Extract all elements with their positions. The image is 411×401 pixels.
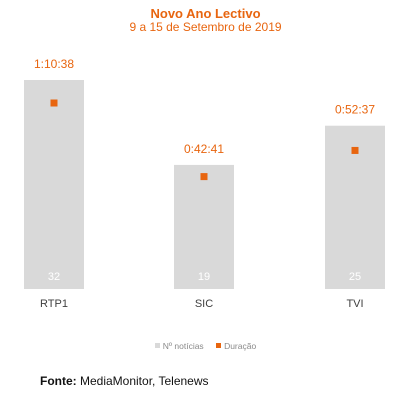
category-label-rtp1: RTP1 [40, 298, 68, 310]
duration-marker-tvi [351, 146, 359, 154]
bar-value-label-sic: 19 [198, 271, 210, 283]
duration-marker-rtp1 [50, 99, 58, 107]
legend-label-noticias: Nº notícias [162, 341, 204, 351]
legend-swatch-duracao [216, 343, 222, 349]
source-note: Fonte: MediaMonitor, Telenews [40, 374, 209, 388]
duration-marker-sic [200, 173, 208, 181]
duration-label-sic: 0:42:41 [184, 142, 224, 156]
bar-sic [174, 164, 234, 289]
bar-value-label-tvi: 25 [349, 271, 361, 283]
source-label: Fonte: [40, 374, 77, 388]
chart-subtitle: 9 a 15 de Setembro de 2019 [129, 20, 282, 34]
duration-label-rtp1: 1:10:38 [34, 57, 74, 71]
legend-item-noticias: Nº notícias [154, 341, 204, 351]
legend-label-duracao: Duração [224, 341, 257, 351]
bar-value-label-rtp1: 32 [48, 271, 60, 283]
chart-title: Novo Ano Lectivo [150, 6, 261, 21]
category-label-sic: SIC [195, 298, 213, 310]
bar-chart: 32 1:10:38 RTP1 19 0:42:41 SIC 25 0:52:37 TVI [24, 57, 385, 310]
bar-rtp1 [24, 80, 84, 289]
legend: Nº notícias Duração [0, 341, 411, 351]
source-text: MediaMonitor, Telenews [76, 374, 209, 388]
legend-swatch-noticias [154, 343, 160, 349]
legend-item-duracao: Duração [216, 341, 256, 351]
duration-label-tvi: 0:52:37 [335, 103, 375, 117]
category-label-tvi: TVI [346, 298, 363, 310]
